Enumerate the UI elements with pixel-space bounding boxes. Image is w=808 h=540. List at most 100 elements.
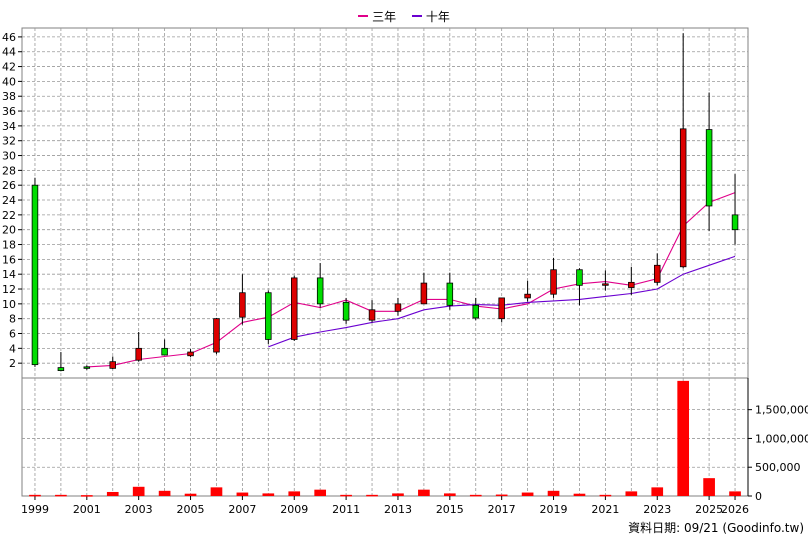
- volume-bar: [55, 494, 67, 497]
- volume-bar: [314, 489, 327, 496]
- volume-bar: [703, 478, 715, 496]
- volume-bar: [29, 494, 41, 497]
- volume-bar: [340, 494, 352, 497]
- volume-bar: [262, 493, 275, 496]
- candle-body: [109, 361, 117, 369]
- candle-body: [213, 318, 220, 353]
- price-tick-label: 8: [9, 313, 16, 326]
- legend-swatch-three-year: [358, 15, 369, 17]
- price-tick-label: 16: [2, 253, 16, 266]
- price-tick-label: 22: [2, 209, 16, 222]
- price-tick-label: 30: [2, 150, 16, 163]
- year-tick-label: 2021: [591, 503, 619, 516]
- candle-body: [576, 269, 583, 286]
- volume-bar: [677, 380, 690, 496]
- volume-tick-label: 0: [755, 490, 762, 503]
- candle-body: [472, 304, 480, 319]
- volume-bar: [729, 491, 741, 496]
- candle-body: [550, 269, 557, 295]
- candle-body: [31, 184, 39, 366]
- volume-tick-label: 500,000: [755, 461, 801, 474]
- year-tick-label: 1999: [21, 503, 49, 516]
- year-tick-label: 2009: [280, 503, 308, 516]
- volume-bar: [521, 492, 534, 496]
- candle-body: [524, 293, 531, 299]
- source-label: (Goodinfo.tw): [722, 521, 804, 535]
- price-tick-label: 12: [2, 283, 16, 296]
- price-tick-label: 42: [2, 61, 16, 74]
- price-tick-label: 18: [2, 239, 16, 252]
- year-tick-label: 2019: [540, 503, 568, 516]
- year-tick-label: 2015: [436, 503, 464, 516]
- price-tick-label: 40: [2, 75, 16, 88]
- volume-bar: [106, 491, 119, 496]
- price-tick-label: 20: [2, 224, 16, 237]
- candle-body: [239, 292, 246, 318]
- year-tick-label: 2011: [332, 503, 360, 516]
- price-tick-label: 14: [2, 268, 16, 281]
- candle-body: [420, 282, 428, 305]
- year-tick-label: 2001: [73, 503, 101, 516]
- year-tick-label: 2005: [177, 503, 205, 516]
- price-tick-label: 46: [2, 31, 16, 44]
- price-tick-label: 38: [2, 90, 16, 103]
- price-tick-label: 36: [2, 105, 16, 118]
- volume-bar: [418, 489, 430, 496]
- volume-tick-label: 1,500,000: [755, 404, 808, 417]
- candle-body: [446, 282, 454, 306]
- candle-body: [705, 129, 713, 207]
- candle-body: [290, 277, 298, 340]
- price-tick-label: 10: [2, 298, 16, 311]
- legend: 三年 十年: [0, 6, 808, 25]
- price-tick-label: 44: [2, 46, 16, 59]
- candle-body: [679, 128, 687, 268]
- price-tick-label: 6: [9, 328, 16, 341]
- price-tick-label: 32: [2, 135, 16, 148]
- data-date-label: 資料日期: 09/21: [628, 521, 719, 535]
- volume-bar: [184, 493, 197, 496]
- volume-bar: [210, 487, 223, 496]
- candle-body: [342, 301, 350, 321]
- legend-swatch-ten-year: [411, 15, 422, 17]
- year-tick-label: 2003: [125, 503, 153, 516]
- year-tick-label: 2023: [643, 503, 671, 516]
- candle-body: [628, 281, 635, 288]
- price-tick-label: 2: [9, 357, 16, 370]
- year-tick-label: 2025: [695, 503, 723, 516]
- volume-bar: [547, 490, 560, 496]
- volume-bar: [599, 494, 612, 497]
- volume-bar: [392, 493, 404, 496]
- volume-bar: [469, 494, 482, 497]
- candle-body: [135, 347, 142, 361]
- volume-bar: [443, 493, 456, 496]
- year-tick-label: 2013: [384, 503, 412, 516]
- ma-three-year-line: [86, 192, 736, 368]
- volume-tick-label: 1,000,000: [755, 432, 808, 445]
- candle-body: [57, 367, 65, 371]
- volume-bar: [651, 487, 664, 496]
- volume-bar: [132, 486, 145, 496]
- price-tick-label: 26: [2, 179, 16, 192]
- legend-label-three-year: 三年: [372, 9, 397, 24]
- legend-item-three-year[interactable]: 三年: [358, 8, 396, 25]
- price-tick-label: 24: [2, 194, 16, 207]
- legend-item-ten-year[interactable]: 十年: [411, 8, 450, 25]
- volume-bar: [288, 491, 301, 496]
- price-tick-label: 28: [2, 164, 16, 177]
- candle-body: [602, 283, 609, 286]
- candle-body: [653, 264, 661, 283]
- price-tick-label: 34: [2, 120, 16, 133]
- volume-bar: [158, 490, 171, 496]
- plot-frame: [21, 27, 749, 497]
- price-tick-label: 4: [9, 342, 16, 355]
- year-tick-label: 2026: [721, 503, 749, 516]
- legend-label-ten-year: 十年: [425, 9, 450, 24]
- year-tick-label: 2017: [488, 503, 516, 516]
- candle-body: [368, 309, 376, 321]
- volume-bar: [625, 491, 638, 496]
- candle-body: [394, 303, 402, 312]
- candle-body: [731, 214, 739, 231]
- volume-bar: [236, 492, 249, 496]
- volume-bar: [573, 493, 586, 496]
